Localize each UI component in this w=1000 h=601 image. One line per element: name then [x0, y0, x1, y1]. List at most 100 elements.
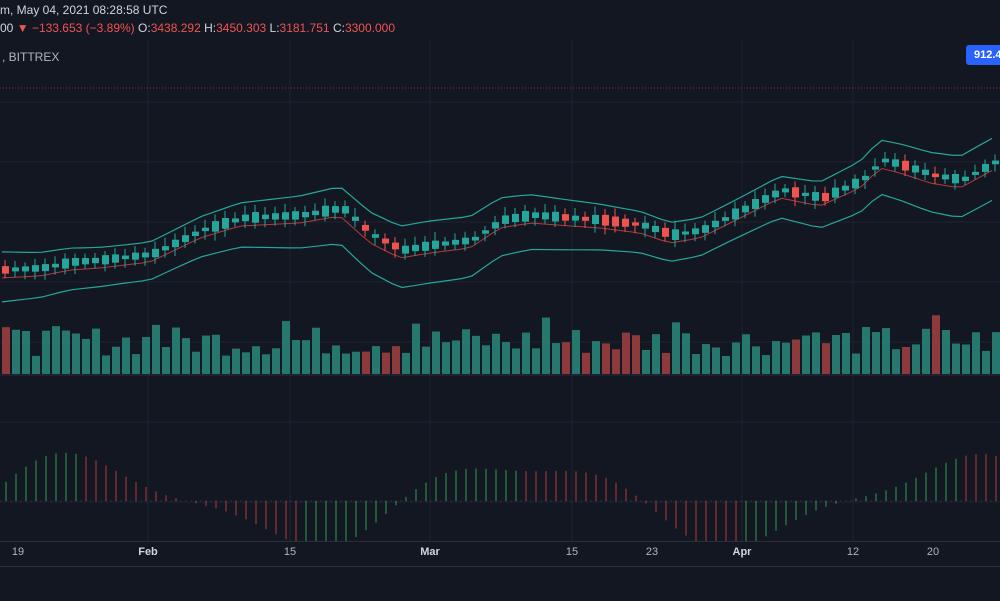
volume-bar: [822, 343, 830, 374]
volume-bar: [442, 342, 450, 374]
candle-body: [582, 216, 589, 221]
candle-body: [422, 241, 429, 251]
candle-body: [852, 178, 859, 189]
candle-body: [622, 218, 629, 227]
volume-bar: [602, 343, 610, 374]
candle-body: [802, 192, 809, 196]
candle-body: [482, 230, 489, 234]
candle-body: [822, 192, 829, 202]
volume-bar: [182, 338, 190, 374]
candle-body: [22, 266, 29, 272]
volume-bar: [812, 332, 820, 374]
candle-body: [332, 206, 339, 213]
candle-body: [52, 263, 59, 268]
candle-body: [312, 210, 319, 216]
volume-bar: [392, 346, 400, 374]
volume-bar: [562, 342, 570, 374]
volume-bar: [722, 355, 730, 374]
candle-body: [462, 237, 469, 245]
volume-bar: [432, 331, 440, 374]
candle-body: [192, 231, 199, 237]
last-price-badge: 912.4: [966, 45, 1000, 65]
volume-bar: [132, 354, 140, 374]
candle-body: [952, 174, 959, 184]
time-tick-label: 20: [926, 546, 940, 558]
candle-body: [232, 218, 239, 223]
candle-body: [112, 254, 119, 263]
candle-body: [732, 208, 739, 220]
symbol-text: , BITTREX: [2, 50, 60, 64]
time-axis[interactable]: 19 Feb 15 Mar 15 23 Apr 12 20: [0, 541, 1000, 567]
change-prefix: 00: [0, 21, 14, 35]
volume-bar: [202, 335, 210, 374]
candle-body: [182, 235, 189, 243]
volume-bar: [522, 332, 530, 374]
volume-bar: [42, 330, 50, 374]
bottom-toolbar: [0, 566, 1000, 601]
volume-bar: [272, 348, 280, 374]
candle-body: [612, 216, 619, 227]
candle-body: [132, 252, 139, 260]
volume-bar: [902, 346, 910, 374]
volume-bar: [632, 335, 640, 374]
candle-body: [12, 267, 19, 272]
volume-bar: [692, 353, 700, 374]
candle-body: [552, 211, 559, 222]
down-arrow-icon: ▼: [16, 21, 29, 35]
volume-bar: [662, 352, 670, 374]
volume-bar: [712, 347, 720, 374]
volume-bar: [682, 333, 690, 374]
candle-body: [642, 222, 649, 229]
ohlc-line: 00 ▼ −133.653 (−3.89%) O:3438.292 H:3450…: [0, 21, 395, 35]
candle-body: [562, 214, 569, 221]
volume-bar: [472, 335, 480, 374]
upper-band-line: [1, 137, 993, 253]
candle-body: [452, 239, 459, 245]
volume-bar: [892, 349, 900, 374]
volume-bar: [32, 355, 40, 374]
volume-bar: [992, 332, 1000, 374]
volume-bar: [672, 322, 680, 374]
candle-body: [892, 159, 899, 167]
price-chart[interactable]: [0, 40, 1000, 541]
candle-body: [282, 212, 289, 220]
candle-body: [782, 188, 789, 193]
volume-bar: [262, 354, 270, 374]
open-value: 3438.292: [150, 21, 201, 35]
volume-bar: [92, 328, 100, 374]
volume-bar: [802, 335, 810, 374]
volume-bar: [372, 346, 380, 374]
time-tick-label: Mar: [420, 546, 440, 558]
volume-bar: [452, 340, 460, 374]
volume-bar: [312, 327, 320, 374]
volume-bar: [342, 353, 350, 374]
volume-bar: [142, 337, 150, 374]
volume-bar: [482, 345, 490, 374]
candle-body: [412, 244, 419, 252]
candle-body: [752, 199, 759, 209]
candle-body: [662, 227, 669, 237]
symbol-legend[interactable]: , BITTREX: [2, 50, 59, 64]
volume-bar: [702, 344, 710, 374]
volume-bar: [732, 342, 740, 374]
volume-bar: [772, 341, 780, 374]
close-value: 3300.000: [344, 21, 395, 35]
candle-body: [372, 234, 379, 238]
candle-body: [272, 213, 279, 220]
volume-bar: [22, 330, 30, 374]
candle-body: [292, 211, 299, 220]
volume-bar: [612, 349, 620, 374]
candle-body: [172, 239, 179, 248]
candle-body: [92, 257, 99, 264]
volume-bar: [922, 328, 930, 374]
volume-bar: [222, 355, 230, 374]
high-value: 3450.303: [216, 21, 267, 35]
volume-bar: [332, 345, 340, 374]
volume-bar: [852, 353, 860, 374]
candle-body: [742, 205, 749, 213]
volume-bar: [282, 321, 290, 374]
time-tick-label: 15: [283, 546, 297, 558]
volume-bar: [172, 327, 180, 374]
candle-body: [212, 221, 219, 232]
volume-bar: [652, 334, 660, 374]
